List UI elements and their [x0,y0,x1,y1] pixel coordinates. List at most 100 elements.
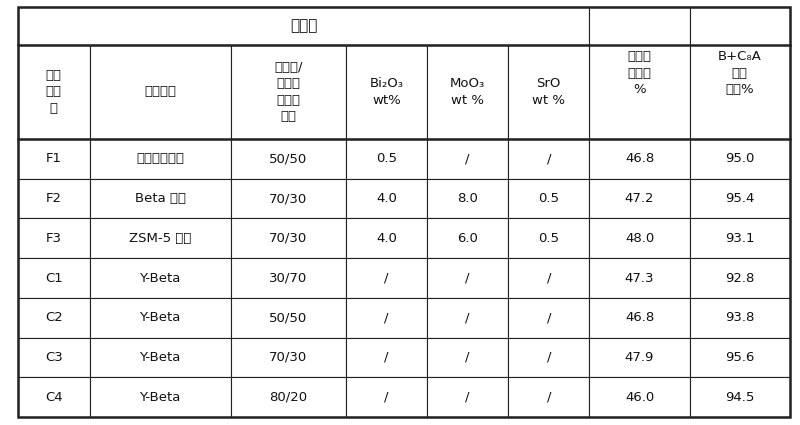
Bar [590,218,690,258]
Text: Y-Beta: Y-Beta [139,391,181,404]
Text: Y-Beta: Y-Beta [139,351,181,364]
Bar [427,377,508,417]
Bar [427,258,508,298]
Text: Y-Beta: Y-Beta [139,272,181,284]
Bar [690,7,790,139]
Text: 46.0: 46.0 [625,391,654,404]
Text: ZSM-5 沸石: ZSM-5 沸石 [129,232,191,245]
Text: 4.0: 4.0 [376,232,397,245]
Bar [18,218,90,258]
Bar [690,258,790,298]
Bar [427,218,508,258]
Bar [427,45,508,139]
Text: /: / [384,351,389,364]
Text: Y-Beta: Y-Beta [139,311,181,324]
Bar [590,337,690,377]
Bar [346,218,427,258]
Text: 94.5: 94.5 [725,391,754,404]
Bar [90,258,231,298]
Bar [590,179,690,218]
Bar [231,45,346,139]
Text: C3: C3 [45,351,62,364]
Bar [590,139,690,179]
Text: 70/30: 70/30 [270,351,307,364]
Bar [90,298,231,337]
Bar [346,179,427,218]
Text: C4: C4 [45,391,62,404]
Text: 0.5: 0.5 [538,232,559,245]
Bar [590,298,690,337]
Text: 8.0: 8.0 [458,192,478,205]
Bar [508,377,590,417]
Text: 46.8: 46.8 [625,311,654,324]
Bar [18,179,90,218]
Text: /: / [466,311,470,324]
Bar [690,179,790,218]
Text: 4.0: 4.0 [376,192,397,205]
Bar [90,337,231,377]
Text: 70/30: 70/30 [270,232,307,245]
Bar [346,45,427,139]
Text: MoO₃
wt %: MoO₃ wt % [450,77,486,107]
Bar [90,139,231,179]
Text: 催化
剂编
号: 催化 剂编 号 [46,69,62,115]
Text: 92.8: 92.8 [725,272,754,284]
Bar [590,377,690,417]
Text: /: / [466,391,470,404]
Text: C1: C1 [45,272,62,284]
Bar [690,298,790,337]
Bar [508,45,590,139]
Bar [231,258,346,298]
Text: 分子筛/
氧化铝
（重量
比）: 分子筛/ 氧化铝 （重量 比） [274,61,302,123]
Text: 95.6: 95.6 [725,351,754,364]
Text: 93.1: 93.1 [725,232,754,245]
Text: 47.2: 47.2 [625,192,654,205]
Bar [508,337,590,377]
Bar [690,337,790,377]
Text: 46.8: 46.8 [625,153,654,165]
Text: B+C₈A
选择
性，%: B+C₈A 选择 性，% [718,50,762,96]
Bar [508,258,590,298]
Text: 47.9: 47.9 [625,351,654,364]
Text: 6.0: 6.0 [458,232,478,245]
Bar [690,377,790,417]
Bar [346,258,427,298]
Text: 沸石种类: 沸石种类 [144,85,176,98]
Text: 93.8: 93.8 [725,311,754,324]
Bar [590,7,690,139]
Bar [231,298,346,337]
Bar [90,45,231,139]
Text: /: / [384,391,389,404]
Bar [231,179,346,218]
Text: 50/50: 50/50 [270,311,307,324]
Bar [18,377,90,417]
Text: /: / [546,351,551,364]
Text: F1: F1 [46,153,62,165]
Text: /: / [546,311,551,324]
Text: F3: F3 [46,232,62,245]
Bar [508,218,590,258]
Text: F2: F2 [46,192,62,205]
Bar [508,139,590,179]
Text: 0.5: 0.5 [538,192,559,205]
Bar [90,179,231,218]
Bar [427,179,508,218]
Bar [427,139,508,179]
Bar [346,139,427,179]
Bar [690,139,790,179]
Bar [590,258,690,298]
Text: 0.5: 0.5 [376,153,397,165]
Text: /: / [546,391,551,404]
Bar [90,218,231,258]
Text: 高硅丝光沸石: 高硅丝光沸石 [136,153,184,165]
Bar [18,139,90,179]
Text: /: / [466,272,470,284]
Bar [427,337,508,377]
Bar [346,377,427,417]
Bar [18,45,90,139]
Bar [18,337,90,377]
Bar [231,377,346,417]
Bar [18,258,90,298]
Bar [346,337,427,377]
Text: Beta 沸石: Beta 沸石 [134,192,186,205]
